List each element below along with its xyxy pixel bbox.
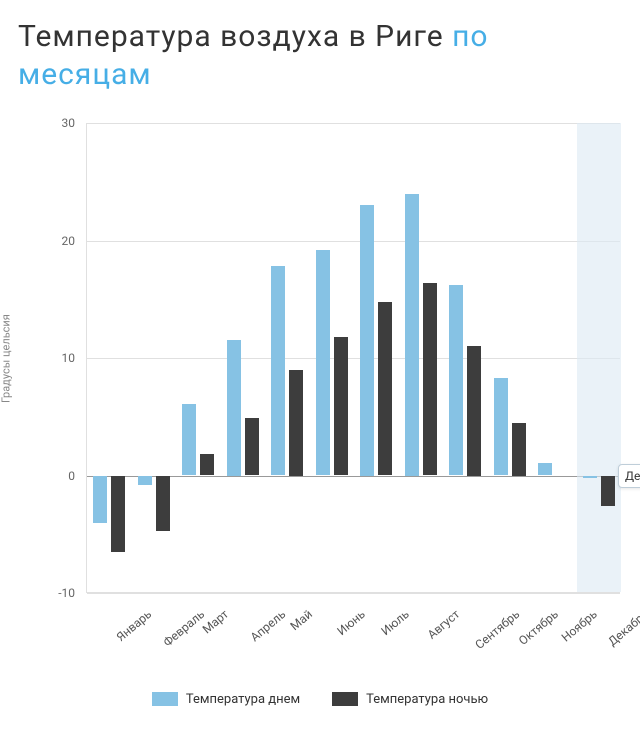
bar[interactable] [289,370,303,476]
x-tick-label: Май [288,607,315,633]
gridline [87,241,620,242]
legend-label-night: Температура ночью [366,692,488,707]
page-title: Температура воздуха в Риге по месяцам [0,0,640,93]
x-tick-label: Декабрь [605,607,640,649]
x-tick-label: Июнь [334,607,367,638]
bar[interactable] [138,476,152,485]
x-tick-label: Июль [379,607,412,638]
gridline [87,593,620,594]
bar[interactable] [156,476,170,531]
gridline [87,123,620,124]
x-tick-label: Февраль [160,607,207,649]
bar[interactable] [449,285,463,475]
bar[interactable] [111,476,125,552]
legend-swatch-night [332,692,358,706]
y-tick-label: 30 [62,116,88,130]
legend-item-day[interactable]: Температура днем [152,692,300,707]
bar[interactable] [538,463,552,476]
hover-tooltip: Декабрь [618,464,640,488]
highlight-band [577,123,622,592]
x-tick-label: Октябрь [516,607,561,648]
y-tick-label: 0 [68,469,87,483]
x-tick-label: Август [424,607,462,642]
bar[interactable] [334,337,348,476]
gridline [87,358,620,359]
y-axis-title: Градусы цельсия [0,314,13,403]
y-tick-label: 10 [62,351,88,365]
y-tick-label: 20 [62,234,88,248]
bar[interactable] [512,423,526,476]
x-tick-label: Март [200,607,231,636]
bar[interactable] [405,194,419,476]
bar[interactable] [182,404,196,476]
plot-area[interactable]: -100102030 [86,123,620,593]
bar[interactable] [271,266,285,475]
bar[interactable] [583,476,597,478]
x-tick-label: Сентябрь [473,607,523,652]
legend-label-day: Температура днем [186,692,300,707]
bar[interactable] [316,250,330,476]
bar[interactable] [601,476,615,507]
bar[interactable] [378,302,392,476]
bar[interactable] [467,346,481,475]
bar[interactable] [423,283,437,476]
legend: Температура днем Температура ночью [0,683,640,710]
temperature-chart: Градусы цельсия -100102030 ЯнварьФевраль… [0,123,640,683]
bar[interactable] [93,476,107,523]
legend-item-night[interactable]: Температура ночью [332,692,488,707]
legend-swatch-day [152,692,178,706]
x-tick-label: Ноябрь [559,607,600,645]
bar[interactable] [360,205,374,475]
bar[interactable] [200,454,214,475]
bar[interactable] [494,378,508,476]
title-main: Температура воздуха в Риге [18,19,452,54]
y-tick-label: -10 [58,586,87,600]
x-tick-label: Январь [114,607,155,644]
x-tick-label: Апрель [247,607,288,644]
bar[interactable] [245,418,259,476]
bar[interactable] [227,340,241,475]
